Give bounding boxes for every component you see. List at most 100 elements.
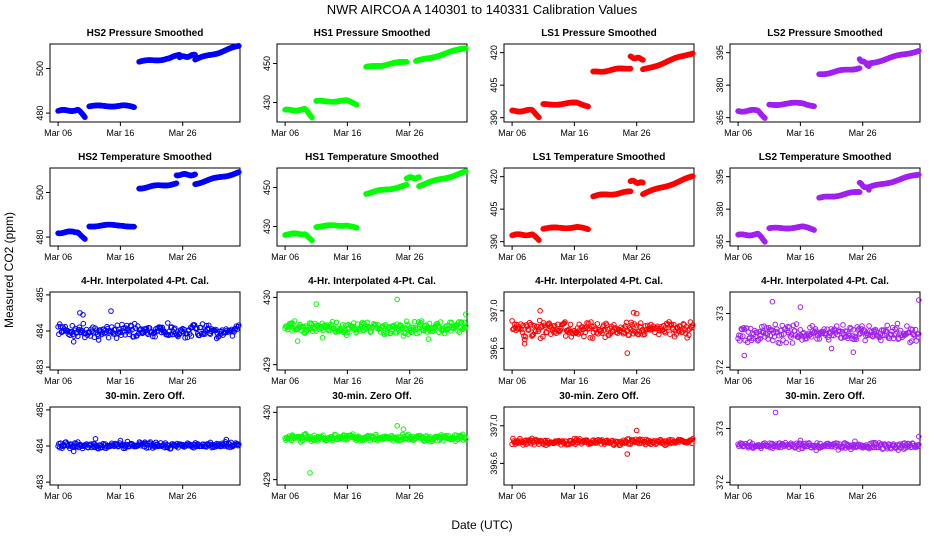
x-tick-label: Mar 06	[724, 252, 752, 262]
data-point	[689, 50, 696, 57]
x-tick-label: Mar 26	[396, 128, 424, 138]
y-tick-label: 430	[262, 405, 272, 420]
x-tick-label: Mar 16	[106, 128, 134, 138]
data-point	[856, 189, 863, 195]
x-tick-label: Mar 26	[849, 376, 877, 386]
data-point	[403, 182, 410, 188]
y-tick-label: 372	[715, 475, 725, 490]
panel-title: 30-min. Zero Off.	[559, 391, 639, 402]
y-tick-label: 480	[35, 230, 45, 245]
data-point	[353, 101, 360, 108]
data-point	[797, 304, 804, 310]
x-tick-label: Mar 16	[786, 128, 814, 138]
figure-title: NWR AIRCOA A 140301 to 140331 Calibratio…	[327, 2, 638, 17]
y-tick-label: 365	[715, 110, 725, 125]
plot-frame	[503, 43, 695, 123]
y-tick-label: 373	[715, 421, 725, 436]
y-tick-label: 430	[262, 290, 272, 305]
y-tick-label: 405	[489, 202, 499, 217]
y-tick-label: 395	[715, 169, 725, 184]
data-point	[416, 174, 422, 180]
data-point	[762, 239, 768, 245]
x-tick-label: Mar 26	[396, 376, 424, 386]
y-tick-label: 372	[715, 360, 725, 375]
panel-16: 30-min. Zero Off. Mar 06 Mar 16 Mar 26 372 37…	[715, 391, 922, 501]
y-tick-label: 390	[489, 110, 499, 125]
data-point	[131, 104, 137, 111]
data-point	[165, 320, 171, 326]
x-tick-label: Mar 26	[169, 376, 197, 386]
data-point	[235, 43, 242, 49]
data-point	[585, 226, 591, 233]
y-tick-label: 484	[35, 438, 45, 453]
plot-frame	[729, 43, 921, 123]
data-point	[294, 338, 301, 344]
x-tick-label: Mar 06	[271, 376, 299, 386]
y-tick-label: 397.0	[489, 415, 499, 438]
panel-title: 30-min. Zero Off.	[785, 391, 865, 402]
y-tick-label: 396.6	[489, 452, 499, 475]
panel-13: 30-min. Zero Off. Mar 06 Mar 16 Mar 26 483 48…	[35, 391, 242, 501]
panel-title: 4-Hr. Interpolated 4-Pt. Cal.	[81, 276, 209, 287]
x-tick-label: Mar 16	[560, 491, 588, 501]
panel-5: HS2 Temperature Smoothed Mar 06 Mar 16 Mar …	[35, 152, 242, 262]
y-tick-label: 450	[262, 180, 272, 195]
data-point	[105, 334, 112, 341]
data-point	[82, 114, 88, 121]
y-tick-label: 365	[715, 234, 725, 249]
data-point	[536, 114, 542, 121]
data-point	[762, 115, 768, 121]
data-point	[915, 48, 922, 54]
x-tick-label: Mar 16	[560, 376, 588, 386]
x-tick-label: Mar 26	[169, 128, 197, 138]
x-tick-label: Mar 26	[623, 491, 651, 501]
x-tick-label: Mar 16	[333, 376, 361, 386]
x-tick-label: Mar 16	[786, 376, 814, 386]
x-tick-label: Mar 16	[786, 252, 814, 262]
y-tick-label: 485	[35, 402, 45, 417]
data-point	[862, 337, 868, 344]
data-point	[536, 237, 542, 243]
x-tick-label: Mar 06	[498, 252, 526, 262]
x-tick-label: Mar 06	[498, 128, 526, 138]
data-point	[850, 349, 857, 356]
plot-frame	[276, 406, 468, 486]
data-point	[585, 103, 591, 110]
data-point	[633, 427, 640, 434]
y-tick-label: 390	[489, 234, 499, 249]
data-point	[741, 352, 748, 359]
y-tick-label: 483	[35, 360, 45, 375]
data-point	[667, 331, 673, 338]
y-tick-label: 430	[262, 95, 272, 110]
x-tick-label: Mar 16	[560, 128, 588, 138]
data-point	[811, 227, 817, 233]
data-point	[403, 59, 410, 65]
x-tick-label: Mar 06	[44, 376, 72, 386]
y-tick-label: 420	[489, 169, 499, 184]
data-point	[425, 336, 432, 342]
data-point	[866, 323, 872, 329]
figure-xlabel: Date (UTC)	[451, 518, 512, 532]
data-point	[627, 188, 634, 195]
data-point	[627, 65, 634, 72]
x-tick-label: Mar 16	[333, 128, 361, 138]
x-tick-label: Mar 26	[396, 491, 424, 501]
data-point	[80, 320, 87, 327]
y-tick-label: 373	[715, 306, 725, 321]
y-tick-label: 450	[262, 56, 272, 71]
y-tick-label: 429	[262, 472, 272, 487]
y-tick-label: 430	[262, 219, 272, 234]
panel-title: 4-Hr. Interpolated 4-Pt. Cal.	[761, 276, 889, 287]
data-point	[780, 337, 786, 343]
panel-title: LS1 Pressure Smoothed	[541, 28, 657, 39]
y-tick-label: 397.0	[489, 300, 499, 323]
y-tick-label: 500	[35, 61, 45, 76]
data-point	[689, 173, 696, 180]
x-tick-label: Mar 16	[333, 252, 361, 262]
panel-10: 4-Hr. Interpolated 4-Pt. Cal. Mar 06 Mar 1…	[262, 276, 469, 386]
x-tick-label: Mar 26	[849, 128, 877, 138]
x-tick-label: Mar 06	[498, 491, 526, 501]
data-point	[797, 437, 804, 444]
